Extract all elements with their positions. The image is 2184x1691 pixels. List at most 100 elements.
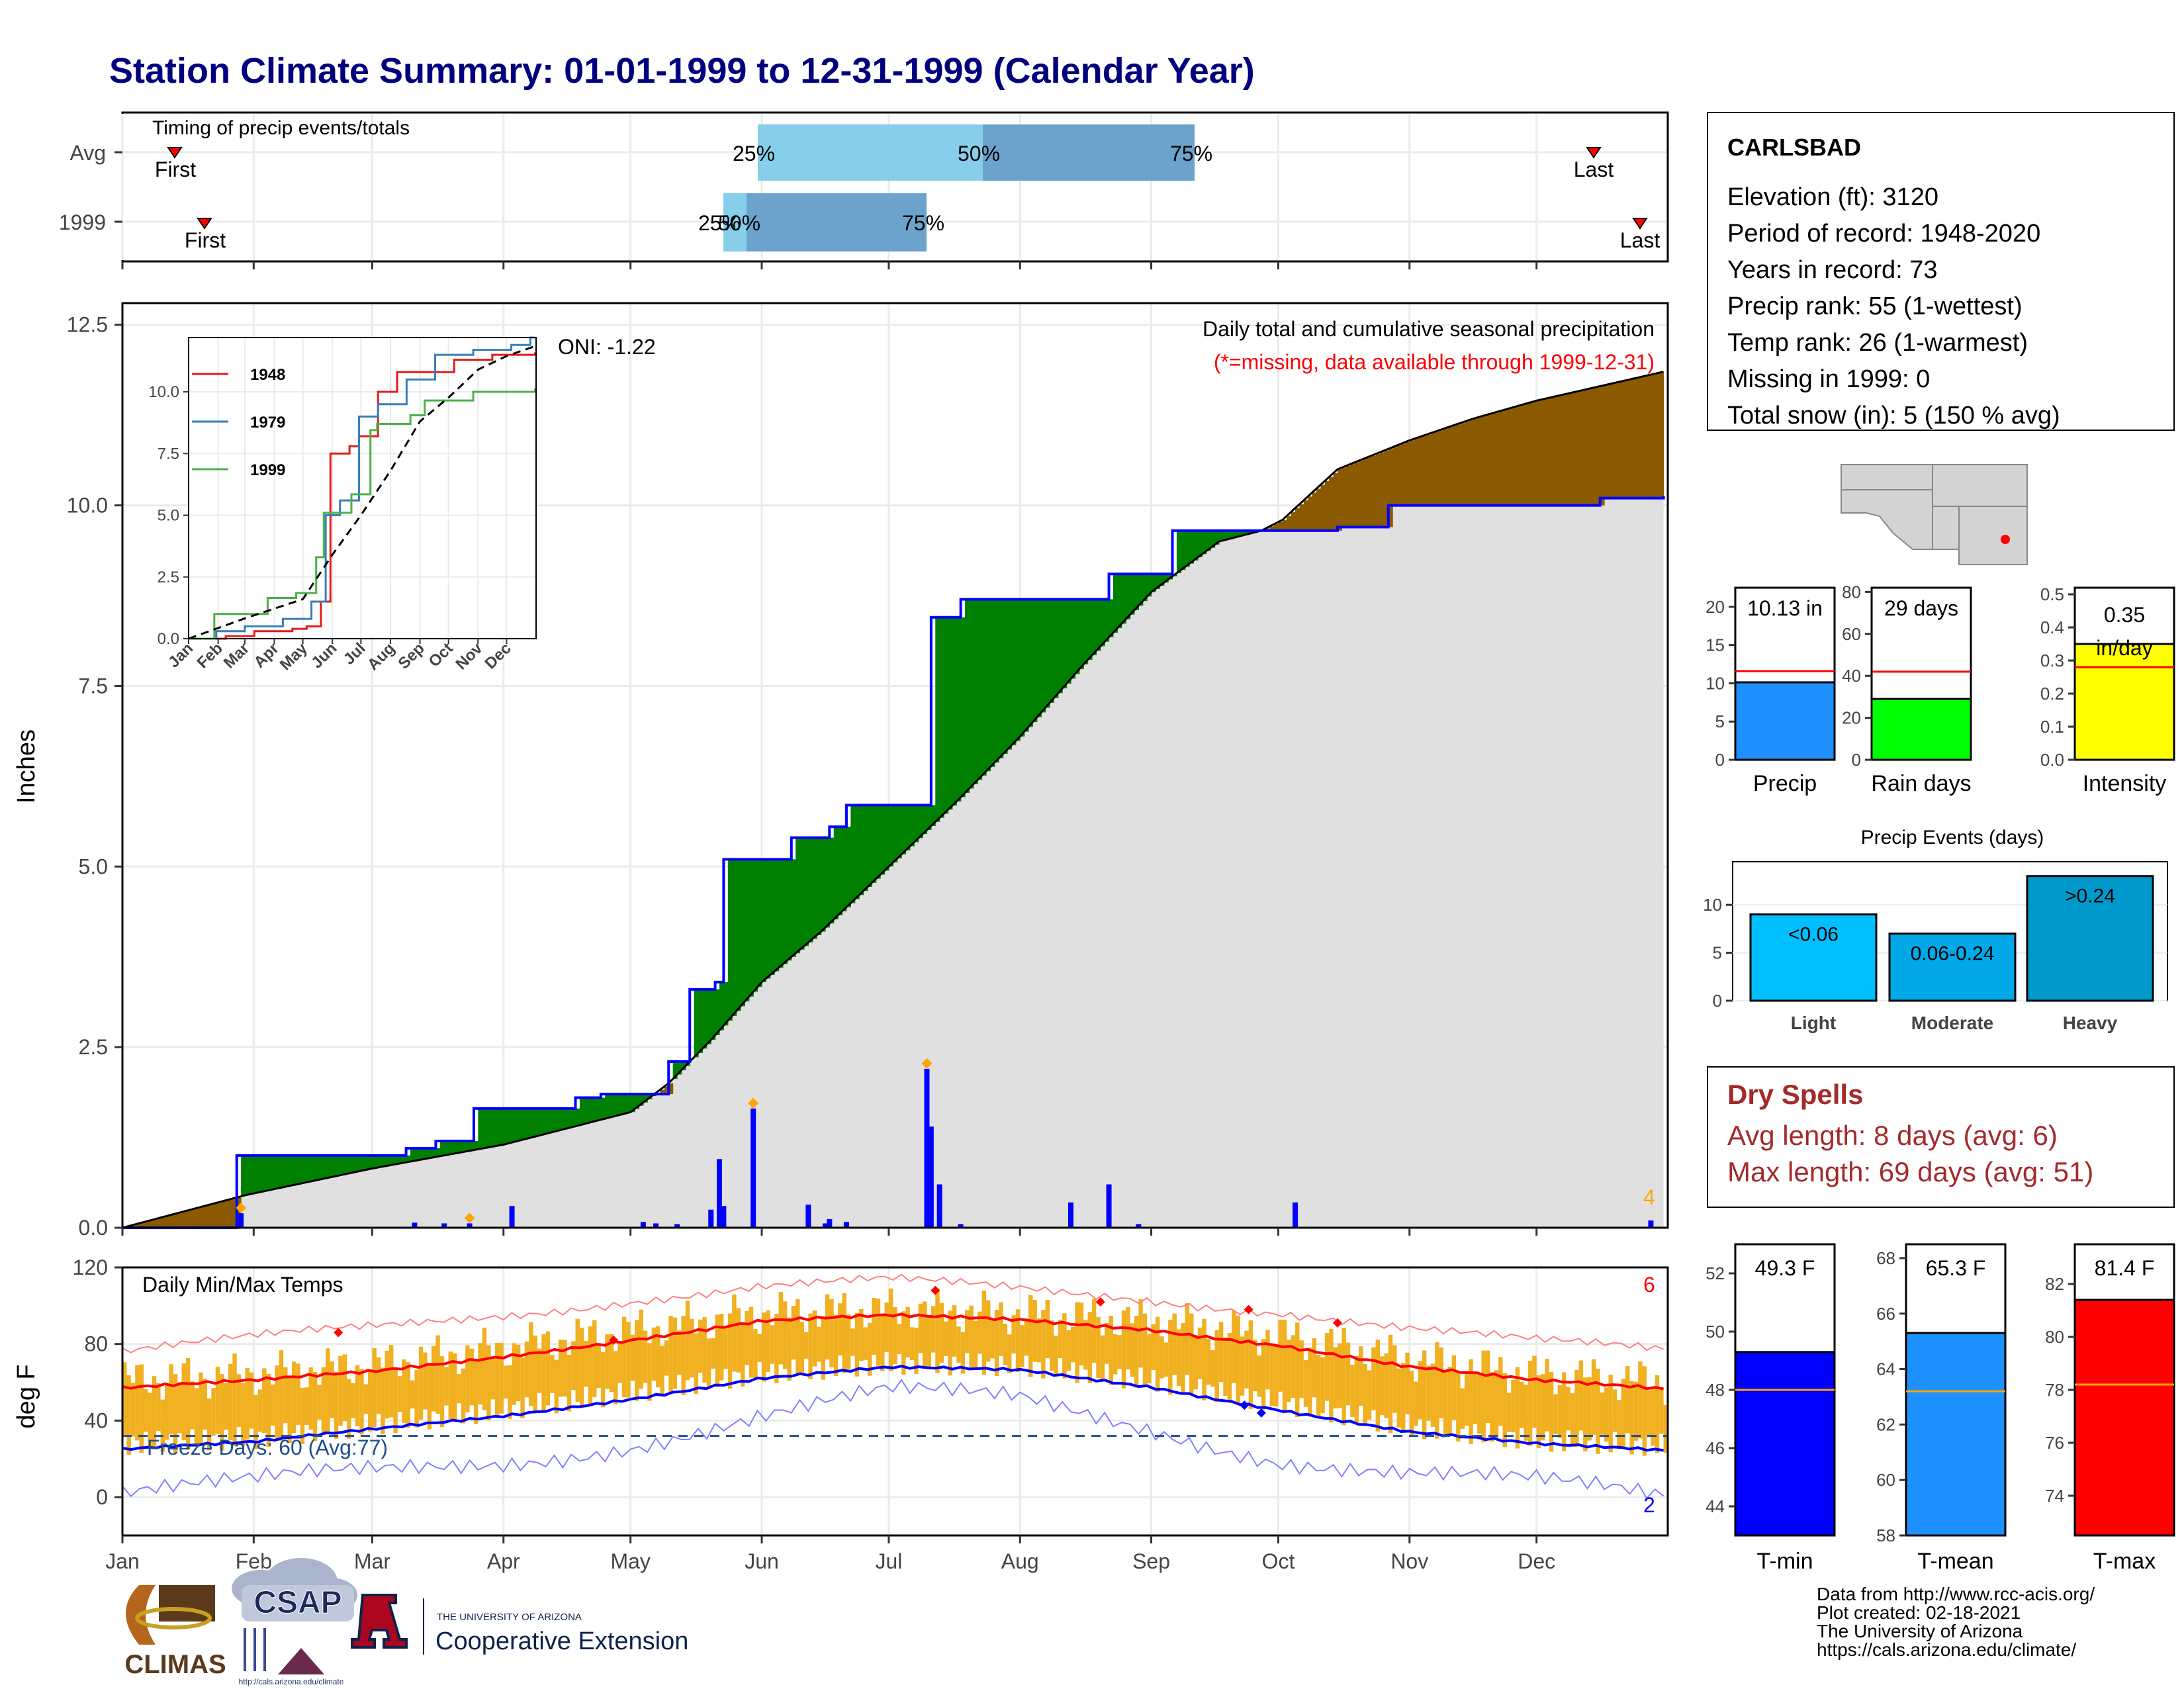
daily-temp-range <box>1345 1342 1351 1406</box>
precip-ylabel: Inches <box>13 729 40 803</box>
inset-ytick-label: 5.0 <box>158 507 179 525</box>
daily-temp-range <box>1338 1343 1342 1408</box>
daily-temp-range <box>241 1383 246 1446</box>
above-average-segment <box>630 1094 635 1113</box>
above-average-segment <box>1045 599 1050 708</box>
daily-temp-range <box>461 1368 466 1424</box>
above-average-segment <box>563 1108 568 1130</box>
above-average-segment <box>393 1155 398 1165</box>
above-average-segment <box>334 1155 339 1177</box>
above-average-segment <box>1087 599 1093 660</box>
precip-panel: 0.0 2.5 5.0 7.5 10.0 12.5 Inches Daily total … <box>13 302 1669 1240</box>
below-average-segment <box>173 1214 178 1228</box>
daily-temp-range <box>918 1303 923 1353</box>
month-label: Sep <box>1132 1549 1170 1573</box>
daily-temp-range <box>148 1393 152 1447</box>
temp-bar-tick-label: 62 <box>1876 1414 1895 1434</box>
above-average-segment <box>439 1141 445 1156</box>
above-average-segment <box>1197 530 1203 558</box>
below-average-segment <box>160 1217 165 1228</box>
daily-temp-range <box>211 1388 216 1436</box>
daily-temp-range <box>1481 1350 1486 1443</box>
daily-temp-range <box>981 1290 987 1375</box>
below-average-segment <box>1359 461 1363 527</box>
daily-temp-range <box>550 1355 555 1393</box>
daily-temp-range <box>427 1363 432 1430</box>
above-average-segment <box>1054 599 1059 698</box>
above-average-segment <box>516 1108 521 1142</box>
daily-temp-range <box>1181 1323 1185 1394</box>
timing-year-25: 25% <box>698 211 741 235</box>
above-average-segment <box>944 617 949 814</box>
daily-temp-range <box>766 1310 770 1372</box>
above-average-segment <box>389 1155 394 1165</box>
record-high-marker <box>609 1335 619 1345</box>
daily-temp-range <box>1083 1320 1088 1370</box>
daily-temp-range <box>931 1306 936 1353</box>
daily-precip-bar <box>1106 1184 1112 1228</box>
below-average-segment <box>1651 375 1656 498</box>
precip-ytick-label: 2.5 <box>79 1035 108 1059</box>
daily-temp-range <box>1426 1365 1431 1421</box>
above-average-segment <box>829 837 835 924</box>
daily-temp-range <box>1134 1316 1139 1388</box>
above-average-segment <box>1058 599 1063 694</box>
daily-temp-range <box>859 1308 864 1361</box>
below-average-segment <box>1392 447 1398 506</box>
daily-temp-range <box>423 1352 428 1410</box>
daily-temp-range <box>372 1348 377 1428</box>
summary-bar-value-label: 29 days <box>1884 596 1958 620</box>
above-average-segment <box>257 1155 263 1193</box>
above-average-segment <box>342 1155 347 1175</box>
daily-temp-range <box>1583 1377 1588 1451</box>
daily-temp-range <box>1342 1328 1346 1426</box>
above-average-segment <box>596 1097 602 1121</box>
summary-bar-value <box>2073 643 2175 761</box>
below-average-segment <box>1621 381 1626 498</box>
daily-temp-range <box>334 1371 339 1439</box>
above-average-segment <box>719 982 725 1030</box>
above-average-segment <box>397 1155 402 1164</box>
daily-temp-range <box>1532 1355 1537 1428</box>
daily-temp-range <box>224 1383 228 1430</box>
daily-temp-range <box>1007 1334 1012 1373</box>
month-label: Oct <box>1262 1549 1295 1573</box>
below-average-segment <box>1617 382 1622 498</box>
above-average-segment <box>1163 574 1169 583</box>
daily-temp-range <box>1469 1359 1473 1444</box>
temp-bar-tick-label: 82 <box>2045 1274 2064 1294</box>
below-average-segment <box>1659 373 1664 498</box>
above-average-segment <box>478 1108 483 1150</box>
daily-temp-range <box>363 1384 369 1414</box>
below-average-segment <box>668 1083 674 1095</box>
above-average-segment <box>1176 530 1181 573</box>
inset-ytick-label: 7.5 <box>158 445 179 463</box>
above-average-segment <box>1210 530 1216 548</box>
daily-temp-range <box>1498 1357 1503 1426</box>
above-average-segment <box>427 1148 432 1159</box>
above-average-segment <box>1232 530 1237 539</box>
above-average-segment <box>846 827 851 907</box>
above-average-segment <box>1189 530 1195 564</box>
above-average-segment <box>639 1094 644 1106</box>
above-average-segment <box>1185 530 1190 567</box>
below-average-segment <box>1604 385 1610 498</box>
daily-temp-range <box>291 1361 296 1434</box>
above-average-segment <box>774 859 780 972</box>
above-average-segment <box>262 1155 267 1192</box>
daily-temp-range <box>122 1362 127 1436</box>
inset-legend-label: 1979 <box>250 414 285 432</box>
summary-bar-tick-label: 0.4 <box>2040 617 2064 637</box>
credit-line-4: https://cals.arizona.edu/climate/ <box>1817 1639 2076 1660</box>
daily-temp-range <box>545 1331 551 1406</box>
daily-temp-range <box>905 1306 910 1358</box>
daily-temp-range <box>1527 1361 1533 1446</box>
daily-temp-range <box>621 1316 627 1398</box>
daily-temp-range <box>215 1366 220 1434</box>
summary-bar-value <box>1870 698 1972 761</box>
daily-temp-range <box>156 1383 161 1432</box>
above-average-segment <box>524 1108 529 1140</box>
above-average-segment <box>1155 574 1160 589</box>
record-high-marker <box>1095 1297 1105 1307</box>
daily-temp-range <box>656 1326 660 1388</box>
